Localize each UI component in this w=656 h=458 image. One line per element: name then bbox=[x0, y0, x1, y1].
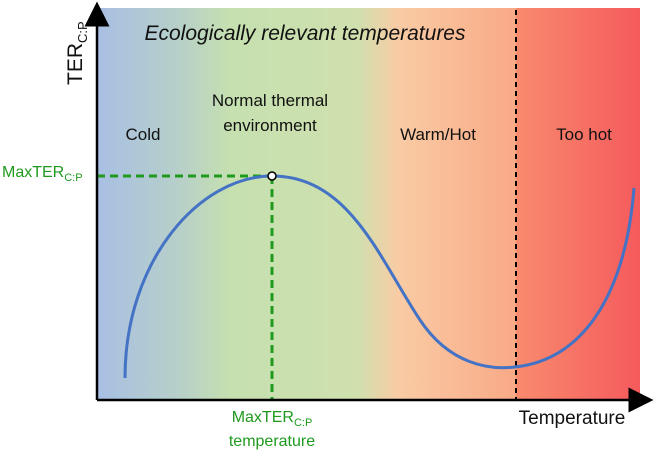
max-x-label: MaxTERC:P bbox=[232, 409, 313, 429]
max-x-main: MaxTER bbox=[232, 409, 294, 426]
y-axis-label: TERC:P bbox=[64, 21, 90, 85]
y-label-sub: C:P bbox=[75, 21, 90, 43]
zone-label: Cold bbox=[126, 125, 161, 144]
x-axis-label: Temperature bbox=[519, 408, 626, 429]
max-x-sub: C:P bbox=[294, 417, 312, 429]
max-point bbox=[267, 171, 277, 181]
background-zone bbox=[97, 8, 516, 400]
max-y-label: MaxTERC:P bbox=[2, 164, 83, 184]
hot-zone bbox=[516, 8, 640, 400]
zone-label: Too hot bbox=[556, 125, 612, 144]
zone-label: Warm/Hot bbox=[400, 125, 476, 144]
y-label-main: TER bbox=[64, 43, 87, 85]
curve bbox=[123, 174, 636, 379]
max-y-sub: C:P bbox=[64, 172, 82, 184]
max-x-label-line2: temperature bbox=[229, 433, 315, 450]
zone-label: environment bbox=[223, 116, 317, 135]
max-y-main: MaxTER bbox=[2, 164, 64, 181]
zone-label: Normal thermal bbox=[212, 91, 328, 110]
title: Ecologically relevant temperatures bbox=[145, 22, 466, 45]
